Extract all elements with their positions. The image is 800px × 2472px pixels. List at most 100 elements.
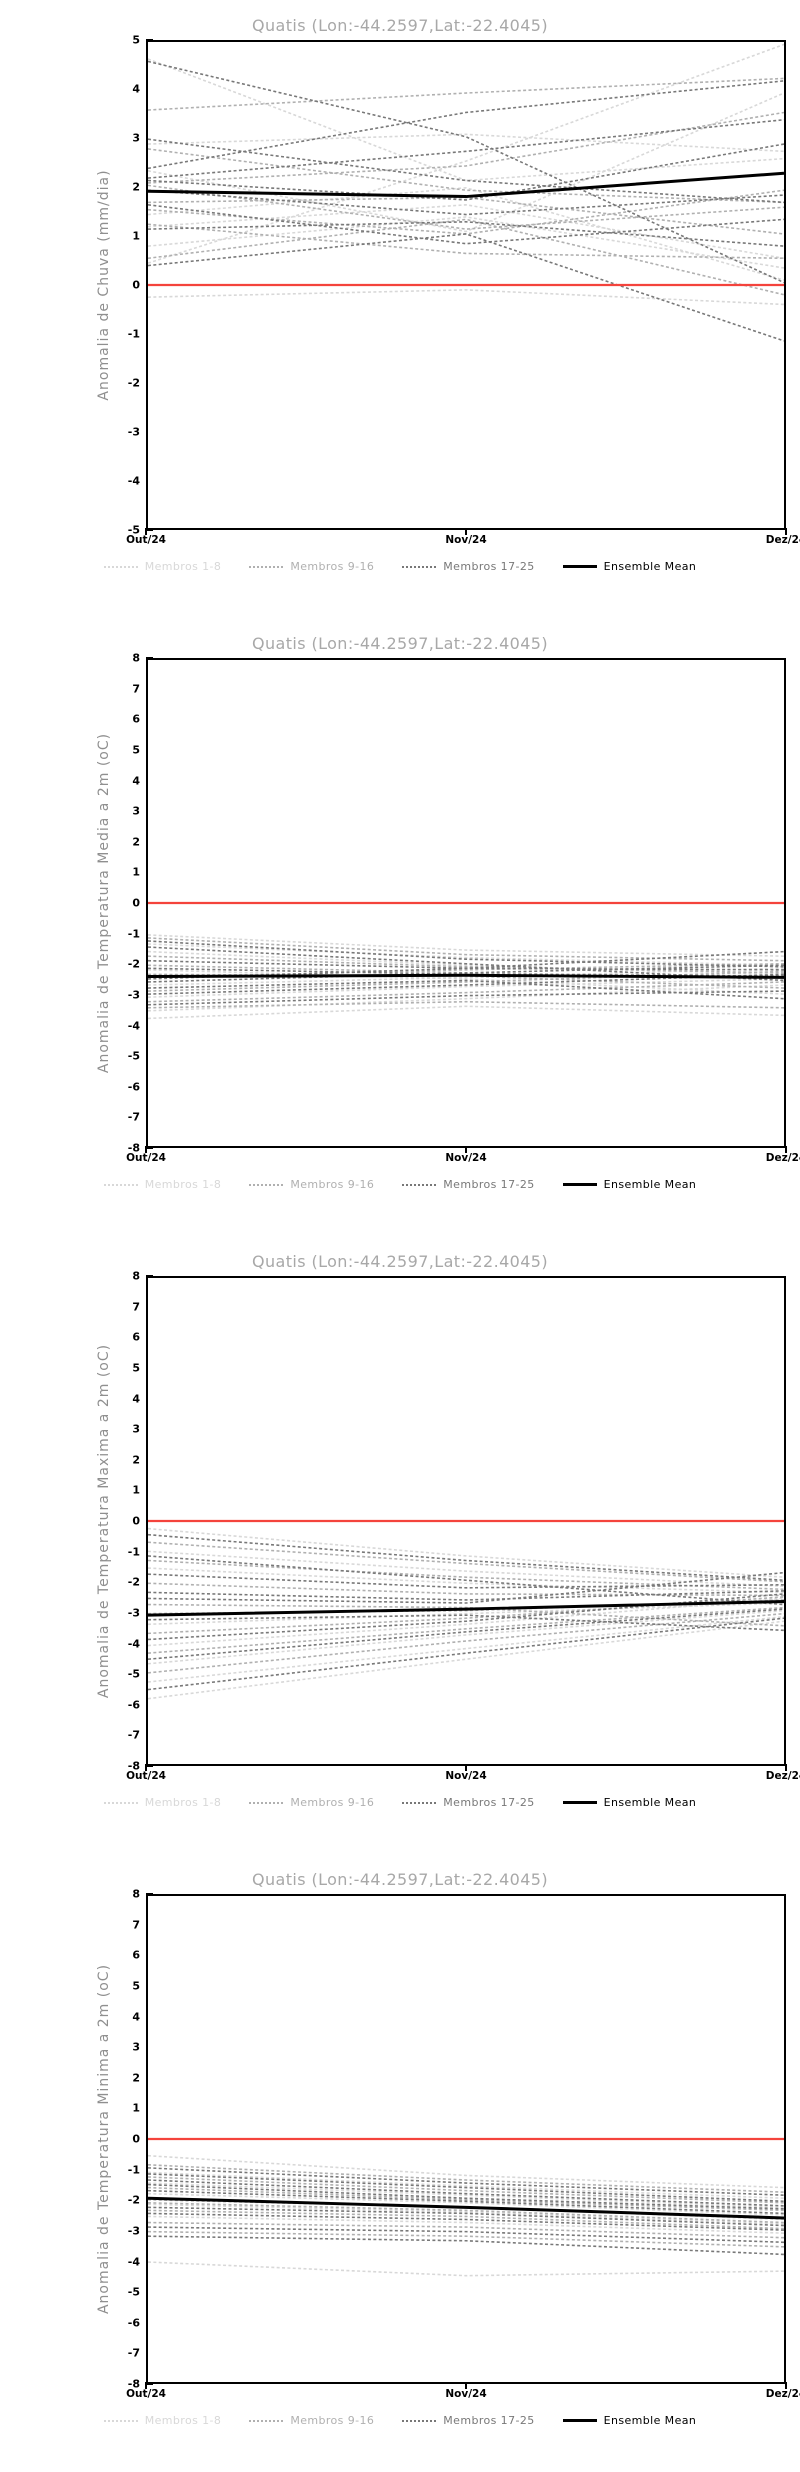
legend-line-swatch-icon: [402, 565, 437, 568]
legend-item-label: Membros 9-16: [290, 560, 375, 573]
member-series-line: [148, 223, 784, 260]
legend-item[interactable]: Membros 9-16: [249, 560, 374, 573]
member-series-line: [148, 1615, 784, 1683]
chart-legend: Membros 1-8 Membros 9-16 Membros 17-25 Ense…: [0, 560, 800, 573]
plot-area: [146, 40, 786, 530]
legend-line-swatch-icon: [249, 565, 284, 568]
member-series-line: [148, 289, 784, 306]
chart-title: Quatis (Lon:-44.2597,Lat:-22.4045): [251, 1252, 549, 1271]
member-series-line: [148, 233, 784, 342]
x-tick-label: Nov/24: [445, 1152, 487, 1164]
y-tick-label: -6: [127, 2316, 140, 2330]
legend-item-label: Ensemble Mean: [603, 560, 697, 573]
y-tick-label: 5: [132, 33, 140, 47]
legend-line-swatch-icon: [562, 1801, 597, 1804]
y-tick-label: -1: [127, 1545, 140, 1559]
y-tick-label: -4: [127, 474, 140, 488]
legend-item[interactable]: Membros 17-25: [402, 1796, 534, 1809]
member-series-line: [148, 1620, 784, 1700]
legend-line-swatch-icon: [402, 2419, 437, 2422]
x-tick-mark: [145, 1146, 147, 1153]
legend-item[interactable]: Membros 17-25: [402, 2414, 534, 2427]
member-series-line: [148, 2182, 784, 2209]
legend-item-label: Membros 9-16: [290, 1178, 375, 1191]
y-tick-label: 7: [132, 1918, 140, 1932]
legend-line-swatch-icon: [103, 1801, 138, 1804]
member-series-line: [148, 1609, 784, 1665]
chart-legend: Membros 1-8 Membros 9-16 Membros 17-25 Ense…: [0, 2414, 800, 2427]
ensemble-mean-line: [148, 171, 784, 199]
member-series-line: [148, 2154, 784, 2189]
y-tick-label: -8: [127, 1141, 140, 1155]
member-series-line: [148, 2203, 784, 2225]
member-series-line: [148, 204, 784, 260]
y-tick-label: -1: [127, 927, 140, 941]
member-series-line: [148, 981, 784, 1003]
x-tick-label: Nov/24: [445, 534, 487, 546]
y-tick-label: 1: [132, 2101, 140, 2115]
member-series-line: [148, 204, 784, 245]
legend-item[interactable]: Membros 17-25: [402, 1178, 534, 1191]
legend-item[interactable]: Membros 9-16: [249, 1178, 374, 1191]
legend-item-label: Membros 17-25: [443, 1796, 535, 1809]
legend-item-label: Membros 1-8: [144, 1796, 222, 1809]
plot-area: [146, 1894, 786, 2384]
member-series-line: [148, 2215, 784, 2234]
y-tick-label: -7: [127, 2346, 140, 2360]
member-series-line: [148, 216, 784, 269]
member-series-line: [148, 1000, 784, 1009]
member-series-line: [148, 934, 784, 957]
y-tick-label: 3: [132, 1422, 140, 1436]
legend-item-label: Membros 1-8: [144, 560, 222, 573]
legend-item[interactable]: Ensemble Mean: [562, 1178, 697, 1191]
y-tick-label: -4: [127, 1637, 140, 1650]
y-tick-label: 8: [132, 651, 140, 665]
legend-item[interactable]: Membros 1-8: [103, 560, 222, 573]
legend-item[interactable]: Membros 1-8: [103, 1178, 222, 1191]
y-tick-label: -8: [127, 2377, 140, 2391]
member-series-line: [148, 967, 784, 986]
x-tick-mark: [145, 528, 147, 535]
x-tick-mark: [785, 2382, 787, 2389]
member-series-line: [148, 1612, 784, 1674]
member-series-line: [148, 2212, 784, 2231]
legend-item[interactable]: Membros 9-16: [249, 2414, 374, 2427]
legend-item[interactable]: Membros 1-8: [103, 1796, 222, 1809]
member-series-line: [148, 2235, 784, 2256]
member-series-line: [148, 143, 784, 201]
legend-line-swatch-icon: [402, 1183, 437, 1186]
y-tick-label: -8: [127, 1759, 140, 1773]
member-series-line: [148, 1567, 784, 1594]
x-tick-mark: [785, 1146, 787, 1153]
legend-item-label: Membros 17-25: [443, 2414, 535, 2427]
legend-line-swatch-icon: [103, 2419, 138, 2422]
legend-item[interactable]: Ensemble Mean: [562, 2414, 697, 2427]
chart-title: Quatis (Lon:-44.2597,Lat:-22.4045): [251, 16, 549, 35]
x-axis-ticks: Out/24 Nov/24 Dez/24: [0, 1152, 800, 1168]
legend-item[interactable]: Ensemble Mean: [562, 560, 697, 573]
member-series-line: [148, 2186, 784, 2212]
y-tick-label: 7: [132, 1300, 140, 1314]
y-tick-label: -3: [127, 425, 140, 439]
legend-item[interactable]: Membros 17-25: [402, 560, 534, 573]
y-tick-mark: [146, 2383, 153, 2385]
legend-item-label: Ensemble Mean: [603, 1796, 697, 1809]
y-tick-label: 3: [132, 131, 140, 145]
x-tick-label: Dez/24: [765, 2388, 800, 2400]
y-tick-label: -4: [127, 1019, 140, 1032]
legend-item-label: Membros 9-16: [290, 2414, 375, 2427]
member-series-line: [148, 979, 784, 1000]
x-tick-label: Out/24: [126, 1770, 166, 1782]
legend-item[interactable]: Membros 1-8: [103, 2414, 222, 2427]
member-series-line: [148, 2201, 784, 2224]
legend-item[interactable]: Ensemble Mean: [562, 1796, 697, 1809]
legend-item[interactable]: Membros 9-16: [249, 1796, 374, 1809]
member-series-line: [148, 990, 784, 1006]
member-series-line: [148, 1597, 784, 1647]
member-series-line: [148, 2171, 784, 2200]
y-axis-ticks: 5 4 3 2 1 0 -1 -2 -3 -4 -5: [108, 34, 142, 537]
member-series-line: [148, 946, 784, 982]
y-tick-label: -5: [127, 523, 140, 537]
member-series-line: [148, 218, 784, 296]
